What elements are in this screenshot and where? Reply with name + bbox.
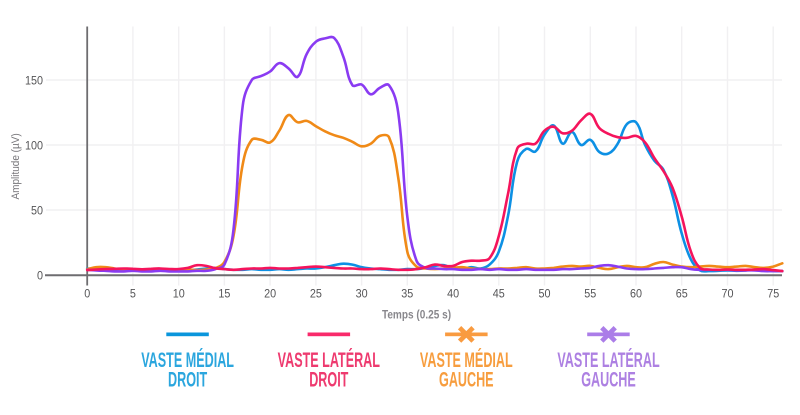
svg-text:5: 5 (130, 288, 136, 301)
svg-text:35: 35 (401, 288, 413, 301)
svg-text:55: 55 (584, 288, 596, 301)
svg-text:100: 100 (25, 140, 43, 153)
svg-text:10: 10 (173, 288, 185, 301)
svg-text:GAUCHE: GAUCHE (581, 367, 636, 391)
svg-text:0: 0 (84, 288, 90, 301)
svg-text:45: 45 (493, 288, 505, 301)
svg-text:VASTE MÉDIAL: VASTE MÉDIAL (141, 347, 234, 371)
svg-text:GAUCHE: GAUCHE (439, 367, 494, 391)
svg-text:30: 30 (356, 288, 368, 301)
svg-text:Temps (0.25 s): Temps (0.25 s) (382, 309, 451, 322)
svg-text:75: 75 (767, 288, 779, 301)
svg-text:25: 25 (310, 288, 322, 301)
svg-text:50: 50 (538, 288, 550, 301)
svg-text:Amplitude (µV): Amplitude (µV) (10, 133, 23, 199)
svg-text:70: 70 (721, 288, 733, 301)
svg-text:VASTE LATÉRAL: VASTE LATÉRAL (557, 347, 660, 371)
svg-text:50: 50 (31, 205, 43, 218)
svg-text:VASTE MÉDIAL: VASTE MÉDIAL (420, 347, 513, 371)
svg-text:DROIT: DROIT (309, 367, 348, 391)
svg-text:40: 40 (447, 288, 459, 301)
svg-text:VASTE LATÉRAL: VASTE LATÉRAL (278, 347, 381, 371)
svg-text:20: 20 (264, 288, 276, 301)
svg-text:150: 150 (25, 75, 43, 88)
svg-text:15: 15 (218, 288, 230, 301)
svg-text:65: 65 (676, 288, 688, 301)
svg-text:60: 60 (630, 288, 642, 301)
svg-text:0: 0 (37, 270, 43, 283)
svg-text:DROIT: DROIT (168, 367, 207, 391)
